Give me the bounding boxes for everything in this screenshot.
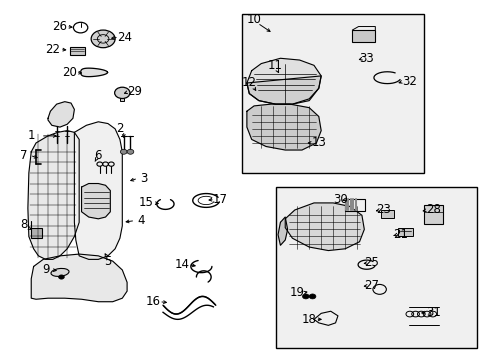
Text: 11: 11 xyxy=(267,59,283,72)
Bar xyxy=(397,228,412,237)
Text: 1: 1 xyxy=(27,129,35,143)
Text: 24: 24 xyxy=(117,31,132,44)
Text: 28: 28 xyxy=(426,203,440,216)
Circle shape xyxy=(302,294,308,299)
Text: 22: 22 xyxy=(45,43,60,56)
Text: 9: 9 xyxy=(42,264,49,276)
Bar xyxy=(351,30,375,42)
Text: 33: 33 xyxy=(359,52,373,65)
Polygon shape xyxy=(246,104,321,150)
Circle shape xyxy=(114,87,130,99)
Text: 14: 14 xyxy=(174,258,189,271)
Text: 6: 6 xyxy=(94,149,102,162)
Ellipse shape xyxy=(51,269,69,276)
Text: 12: 12 xyxy=(241,76,256,90)
Text: 15: 15 xyxy=(139,197,153,210)
Circle shape xyxy=(59,275,64,279)
Text: 32: 32 xyxy=(402,75,416,88)
Text: 16: 16 xyxy=(145,295,161,308)
Bar xyxy=(31,228,41,238)
Bar xyxy=(380,210,394,218)
Text: 2: 2 xyxy=(116,122,123,135)
Bar xyxy=(345,199,365,211)
Bar xyxy=(275,187,476,348)
Text: 25: 25 xyxy=(363,256,378,269)
Text: 19: 19 xyxy=(289,287,304,300)
Text: 13: 13 xyxy=(311,136,325,149)
Polygon shape xyxy=(74,122,122,259)
Circle shape xyxy=(127,149,134,154)
Text: 8: 8 xyxy=(20,217,28,231)
Text: 18: 18 xyxy=(301,313,316,326)
Polygon shape xyxy=(246,58,321,104)
Polygon shape xyxy=(285,203,364,251)
Bar xyxy=(424,205,443,224)
Text: 21: 21 xyxy=(392,228,407,241)
Text: 3: 3 xyxy=(140,172,147,185)
Text: 5: 5 xyxy=(104,255,111,267)
Polygon shape xyxy=(246,76,321,104)
Polygon shape xyxy=(278,217,287,245)
Bar xyxy=(120,95,124,101)
Text: 20: 20 xyxy=(62,66,77,79)
Polygon shape xyxy=(48,102,74,127)
Polygon shape xyxy=(31,254,127,302)
Text: 30: 30 xyxy=(332,193,347,206)
Text: 27: 27 xyxy=(363,279,378,292)
Polygon shape xyxy=(81,184,110,219)
Bar xyxy=(242,14,424,173)
Text: 29: 29 xyxy=(126,85,142,98)
Circle shape xyxy=(308,294,315,299)
Text: 10: 10 xyxy=(246,13,261,26)
Text: 17: 17 xyxy=(213,193,227,206)
Polygon shape xyxy=(28,131,79,259)
Text: 31: 31 xyxy=(426,306,440,319)
Text: 23: 23 xyxy=(375,203,390,216)
Text: 26: 26 xyxy=(52,20,67,33)
Bar xyxy=(69,47,85,55)
Text: 7: 7 xyxy=(20,149,28,162)
Text: 4: 4 xyxy=(138,214,145,227)
Circle shape xyxy=(91,30,115,48)
Polygon shape xyxy=(81,68,107,77)
Circle shape xyxy=(120,149,127,154)
